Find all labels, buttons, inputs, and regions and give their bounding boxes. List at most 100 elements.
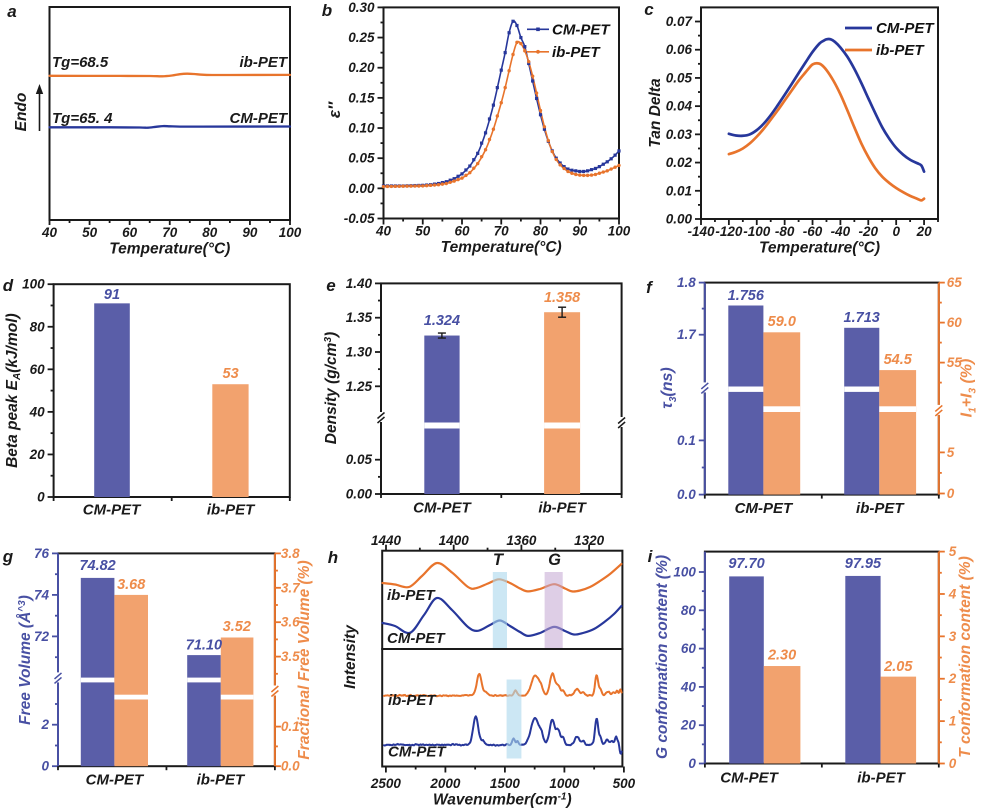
svg-text:ib-PET: ib-PET xyxy=(387,587,436,604)
svg-text:Temperature(°C): Temperature(°C) xyxy=(759,240,880,257)
svg-text:70: 70 xyxy=(494,224,510,239)
svg-text:0.04: 0.04 xyxy=(666,99,693,114)
svg-text:100: 100 xyxy=(279,225,302,240)
svg-text:G: G xyxy=(548,551,561,569)
svg-text:1.358: 1.358 xyxy=(544,290,581,306)
svg-text:0: 0 xyxy=(41,759,49,774)
svg-text:0: 0 xyxy=(688,756,696,771)
svg-text:0.03: 0.03 xyxy=(666,127,693,142)
svg-text:2000: 2000 xyxy=(429,776,461,791)
svg-text:Temperature(°C): Temperature(°C) xyxy=(109,241,230,258)
svg-text:-20: -20 xyxy=(859,224,879,239)
svg-text:Tg=65. 4: Tg=65. 4 xyxy=(52,110,113,127)
svg-text:70: 70 xyxy=(162,225,178,240)
svg-text:Wavenumber(cm-1): Wavenumber(cm-1) xyxy=(433,792,572,809)
svg-text:2: 2 xyxy=(40,717,49,732)
svg-text:-0.05: -0.05 xyxy=(344,211,375,226)
svg-text:80: 80 xyxy=(533,224,549,239)
svg-text:ib-PET: ib-PET xyxy=(388,692,437,709)
svg-text:74: 74 xyxy=(34,587,50,602)
svg-text:CM-PET: CM-PET xyxy=(230,110,289,127)
svg-text:90: 90 xyxy=(242,225,258,240)
svg-text:100: 100 xyxy=(608,224,631,239)
svg-text:Tg=68.5: Tg=68.5 xyxy=(52,54,109,71)
svg-text:0.0: 0.0 xyxy=(677,487,696,502)
svg-text:0: 0 xyxy=(949,756,957,771)
svg-text:-120: -120 xyxy=(715,224,743,239)
svg-text:Tan Delta: Tan Delta xyxy=(647,78,664,148)
svg-text:I1+I3 (%): I1+I3 (%) xyxy=(959,359,979,418)
svg-text:CM-PET: CM-PET xyxy=(387,630,446,647)
svg-text:0: 0 xyxy=(37,490,45,505)
svg-text:T conformation content (%): T conformation content (%) xyxy=(957,556,974,758)
svg-text:d: d xyxy=(3,276,14,295)
svg-text:100: 100 xyxy=(673,565,696,580)
svg-text:1.8: 1.8 xyxy=(677,275,696,290)
svg-text:ib-PET: ib-PET xyxy=(197,772,246,789)
svg-text:c: c xyxy=(644,0,654,19)
svg-text:e: e xyxy=(326,276,335,295)
svg-text:55: 55 xyxy=(947,355,963,370)
svg-text:0.1: 0.1 xyxy=(281,719,300,734)
svg-text:80: 80 xyxy=(202,225,218,240)
svg-text:ε″: ε″ xyxy=(325,101,344,118)
svg-text:0: 0 xyxy=(892,224,900,239)
svg-text:CM-PET: CM-PET xyxy=(720,770,779,787)
svg-text:3: 3 xyxy=(949,629,957,644)
svg-text:0.00: 0.00 xyxy=(666,212,693,227)
svg-text:2500: 2500 xyxy=(370,776,402,791)
svg-text:Beta peak EA(kJ/mol): Beta peak EA(kJ/mol) xyxy=(4,313,23,468)
svg-text:54.5: 54.5 xyxy=(884,352,913,368)
svg-text:ib-PET: ib-PET xyxy=(876,42,925,59)
svg-text:3.5: 3.5 xyxy=(281,649,300,664)
svg-text:1.40: 1.40 xyxy=(346,276,373,291)
svg-text:20: 20 xyxy=(29,447,46,462)
svg-text:1400: 1400 xyxy=(439,533,470,548)
svg-text:80: 80 xyxy=(681,603,697,618)
svg-text:Temperature(°C): Temperature(°C) xyxy=(441,239,562,256)
svg-text:0.30: 0.30 xyxy=(348,0,375,15)
svg-text:2: 2 xyxy=(948,671,957,686)
svg-text:ib-PET: ib-PET xyxy=(857,770,906,787)
svg-text:50: 50 xyxy=(415,224,431,239)
svg-text:0.05: 0.05 xyxy=(666,70,693,85)
svg-text:90: 90 xyxy=(572,224,588,239)
svg-text:53: 53 xyxy=(223,366,239,382)
svg-text:CM-PET: CM-PET xyxy=(735,500,794,517)
svg-text:ib-PET: ib-PET xyxy=(552,44,601,61)
svg-text:3.52: 3.52 xyxy=(223,619,251,635)
svg-text:0.01: 0.01 xyxy=(666,183,692,198)
svg-text:f: f xyxy=(646,278,654,297)
svg-text:59.0: 59.0 xyxy=(768,314,796,330)
svg-text:50: 50 xyxy=(82,225,98,240)
svg-text:4: 4 xyxy=(948,587,957,602)
svg-text:3.6: 3.6 xyxy=(281,615,300,630)
svg-text:1440: 1440 xyxy=(371,533,402,548)
svg-text:1500: 1500 xyxy=(490,776,521,791)
svg-text:3.7: 3.7 xyxy=(281,580,301,595)
svg-text:G conformation content (%): G conformation content (%) xyxy=(654,555,671,759)
svg-text:CM-PET: CM-PET xyxy=(388,744,447,761)
svg-text:T: T xyxy=(493,551,505,569)
svg-text:1360: 1360 xyxy=(506,533,537,548)
svg-text:60: 60 xyxy=(30,362,46,377)
svg-text:72: 72 xyxy=(34,629,50,644)
svg-text:ib-PET: ib-PET xyxy=(240,54,289,71)
svg-text:Fractional Free Volume (%): Fractional Free Volume (%) xyxy=(296,560,313,759)
svg-text:40: 40 xyxy=(680,679,697,694)
svg-text:i: i xyxy=(648,547,654,566)
svg-text:40: 40 xyxy=(29,404,46,419)
svg-text:40: 40 xyxy=(375,224,392,239)
svg-text:0.00: 0.00 xyxy=(348,181,375,196)
svg-text:0.0: 0.0 xyxy=(281,759,300,774)
svg-text:1.30: 1.30 xyxy=(346,345,373,360)
svg-text:65: 65 xyxy=(947,275,963,290)
svg-text:3.8: 3.8 xyxy=(281,546,300,561)
svg-text:0.05: 0.05 xyxy=(348,151,375,166)
svg-text:CM-PET: CM-PET xyxy=(876,20,935,37)
svg-text:ib-PET: ib-PET xyxy=(856,500,905,517)
svg-text:CM-PET: CM-PET xyxy=(86,772,145,789)
svg-text:b: b xyxy=(322,1,332,20)
svg-text:60: 60 xyxy=(681,641,697,656)
svg-text:h: h xyxy=(328,548,338,567)
